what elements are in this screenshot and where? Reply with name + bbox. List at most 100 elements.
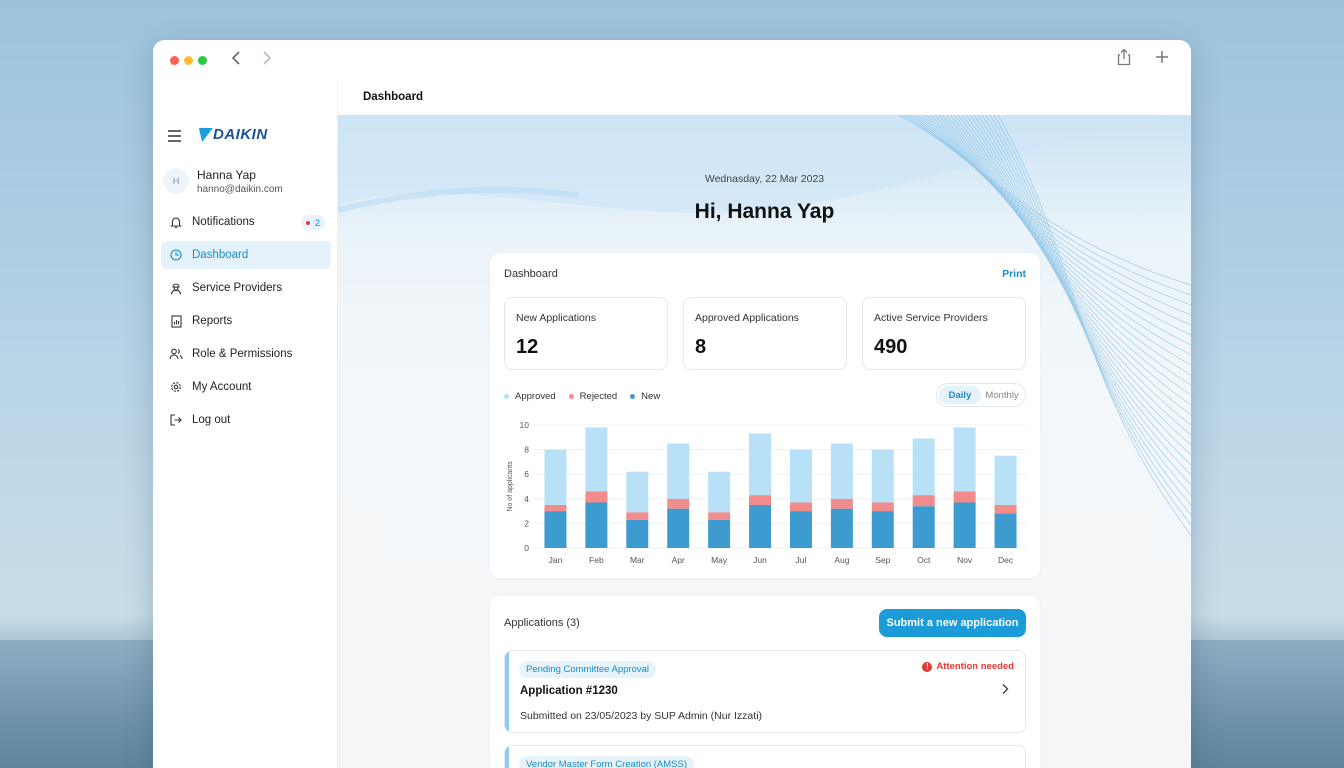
logout-icon [169,413,183,427]
worker-icon [169,281,183,295]
stat-approved-applications[interactable]: Approved Applications 8 [683,297,847,370]
application-item[interactable]: Vendor Master Form Creation (AMSS) [504,745,1026,768]
browser-window: DAIKIN H Hanna Yap hanno@daikin.com Noti… [153,40,1191,768]
wave-background-decoration [338,115,1191,536]
bar-approved [585,427,608,492]
bar-rejected [912,495,935,507]
bar-approved [667,443,690,499]
sidebar-item-dashboard[interactable]: Dashboard [161,241,331,269]
sidebar-item-service-providers[interactable]: Service Providers [161,274,331,302]
close-window-button[interactable] [170,56,179,65]
application-item[interactable]: Pending Committee Approval ! Attention n… [504,650,1026,733]
sidebar-item-label: Dashboard [192,249,249,261]
x-tick-label: Jul [796,555,807,565]
stat-value: 490 [874,336,908,358]
gear-icon [169,380,183,394]
bar-new [626,519,649,548]
main-content: Wednasday, 22 Mar 2023 Hi, Hanna Yap Das… [338,115,1191,768]
chart-legend: Approved Rejected New [504,391,673,402]
x-tick-label: Oct [917,555,931,565]
sidebar-item-reports[interactable]: Reports [161,307,331,335]
application-name: Application #1230 [520,685,618,697]
bar-approved [626,471,649,513]
application-submitted-info: Submitted on 23/05/2023 by SUP Admin (Nu… [520,710,763,722]
sidebar-menu: Notifications 2 Dashboard Service Provid… [161,208,331,439]
sidebar-item-role-permissions[interactable]: Role & Permissions [161,340,331,368]
page-header: Dashboard [338,80,1191,115]
attention-indicator: ! Attention needed [922,661,1014,672]
new-tab-icon[interactable] [1155,47,1169,70]
stat-label: Active Service Providers [874,312,988,324]
x-tick-label: Sep [875,555,890,565]
bar-new [830,508,853,548]
bar-approved [871,449,894,503]
bar-approved [994,455,1017,505]
forward-arrow-icon[interactable] [262,50,272,71]
bar-rejected [953,491,976,503]
bell-icon [169,215,183,229]
legend-item-approved: Approved [504,391,556,402]
users-icon [169,347,183,361]
status-badge: Vendor Master Form Creation (AMSS) [519,756,695,768]
bar-rejected [994,504,1017,514]
user-email: hanno@daikin.com [197,184,283,195]
alert-icon: ! [922,661,933,672]
chevron-right-icon[interactable] [1001,682,1009,698]
bar-new [708,519,731,548]
bar-approved [830,443,853,499]
x-tick-label: Dec [998,555,1014,565]
current-date: Wednasday, 22 Mar 2023 [704,173,825,185]
bar-new [994,513,1017,548]
status-accent-bar [505,651,509,732]
print-button[interactable]: Print [1002,268,1026,280]
submit-new-application-button[interactable]: Submit a new application [879,609,1026,637]
back-arrow-icon[interactable] [231,50,241,71]
greeting-heading: Hi, Hanna Yap [694,200,835,223]
y-tick-label: 10 [520,420,530,430]
period-toggle: Daily Monthly [936,383,1026,407]
sidebar-item-label: Reports [192,315,233,327]
maximize-window-button[interactable] [198,56,207,65]
bar-approved [789,449,812,503]
stat-label: New Applications [516,312,596,324]
x-tick-label: Aug [834,555,849,565]
x-tick-label: Feb [589,555,604,565]
stat-active-service-providers[interactable]: Active Service Providers 490 [862,297,1026,370]
x-tick-label: Apr [672,555,685,565]
bar-rejected [585,491,608,503]
bar-approved [953,427,976,492]
page-title: Dashboard [363,91,424,103]
status-accent-bar [505,746,509,768]
x-tick-label: Jun [753,555,767,565]
daikin-logo[interactable]: DAIKIN [195,126,268,143]
x-tick-label: Mar [630,555,645,565]
sidebar-item-label: Service Providers [192,282,283,294]
avatar: H [163,168,189,194]
stat-label: Approved Applications [695,312,799,324]
bar-approved [912,438,935,496]
user-profile[interactable]: H Hanna Yap hanno@daikin.com [163,167,328,199]
sidebar-item-notifications[interactable]: Notifications 2 [161,208,331,236]
y-tick-label: 6 [524,469,529,479]
report-icon [169,314,183,328]
sidebar-item-label: Log out [192,414,231,426]
bar-new [749,504,772,548]
toggle-daily[interactable]: Daily [939,386,981,404]
y-tick-label: 4 [524,494,529,504]
bar-new [544,511,567,548]
logo-text: DAIKIN [213,126,268,143]
hamburger-menu-icon[interactable] [168,130,181,145]
legend-item-rejected: Rejected [568,391,617,402]
bar-new [667,508,690,548]
stat-new-applications[interactable]: New Applications 12 [504,297,668,370]
y-tick-label: 0 [524,543,529,553]
bar-new [912,506,935,548]
sidebar-item-my-account[interactable]: My Account [161,373,331,401]
x-tick-label: May [711,555,728,565]
dashboard-card-title: Dashboard [504,268,558,280]
share-icon[interactable] [1117,48,1131,71]
bar-rejected [626,512,649,520]
minimize-window-button[interactable] [184,56,193,65]
sidebar-item-log-out[interactable]: Log out [161,406,331,434]
toggle-monthly[interactable]: Monthly [985,389,1019,401]
